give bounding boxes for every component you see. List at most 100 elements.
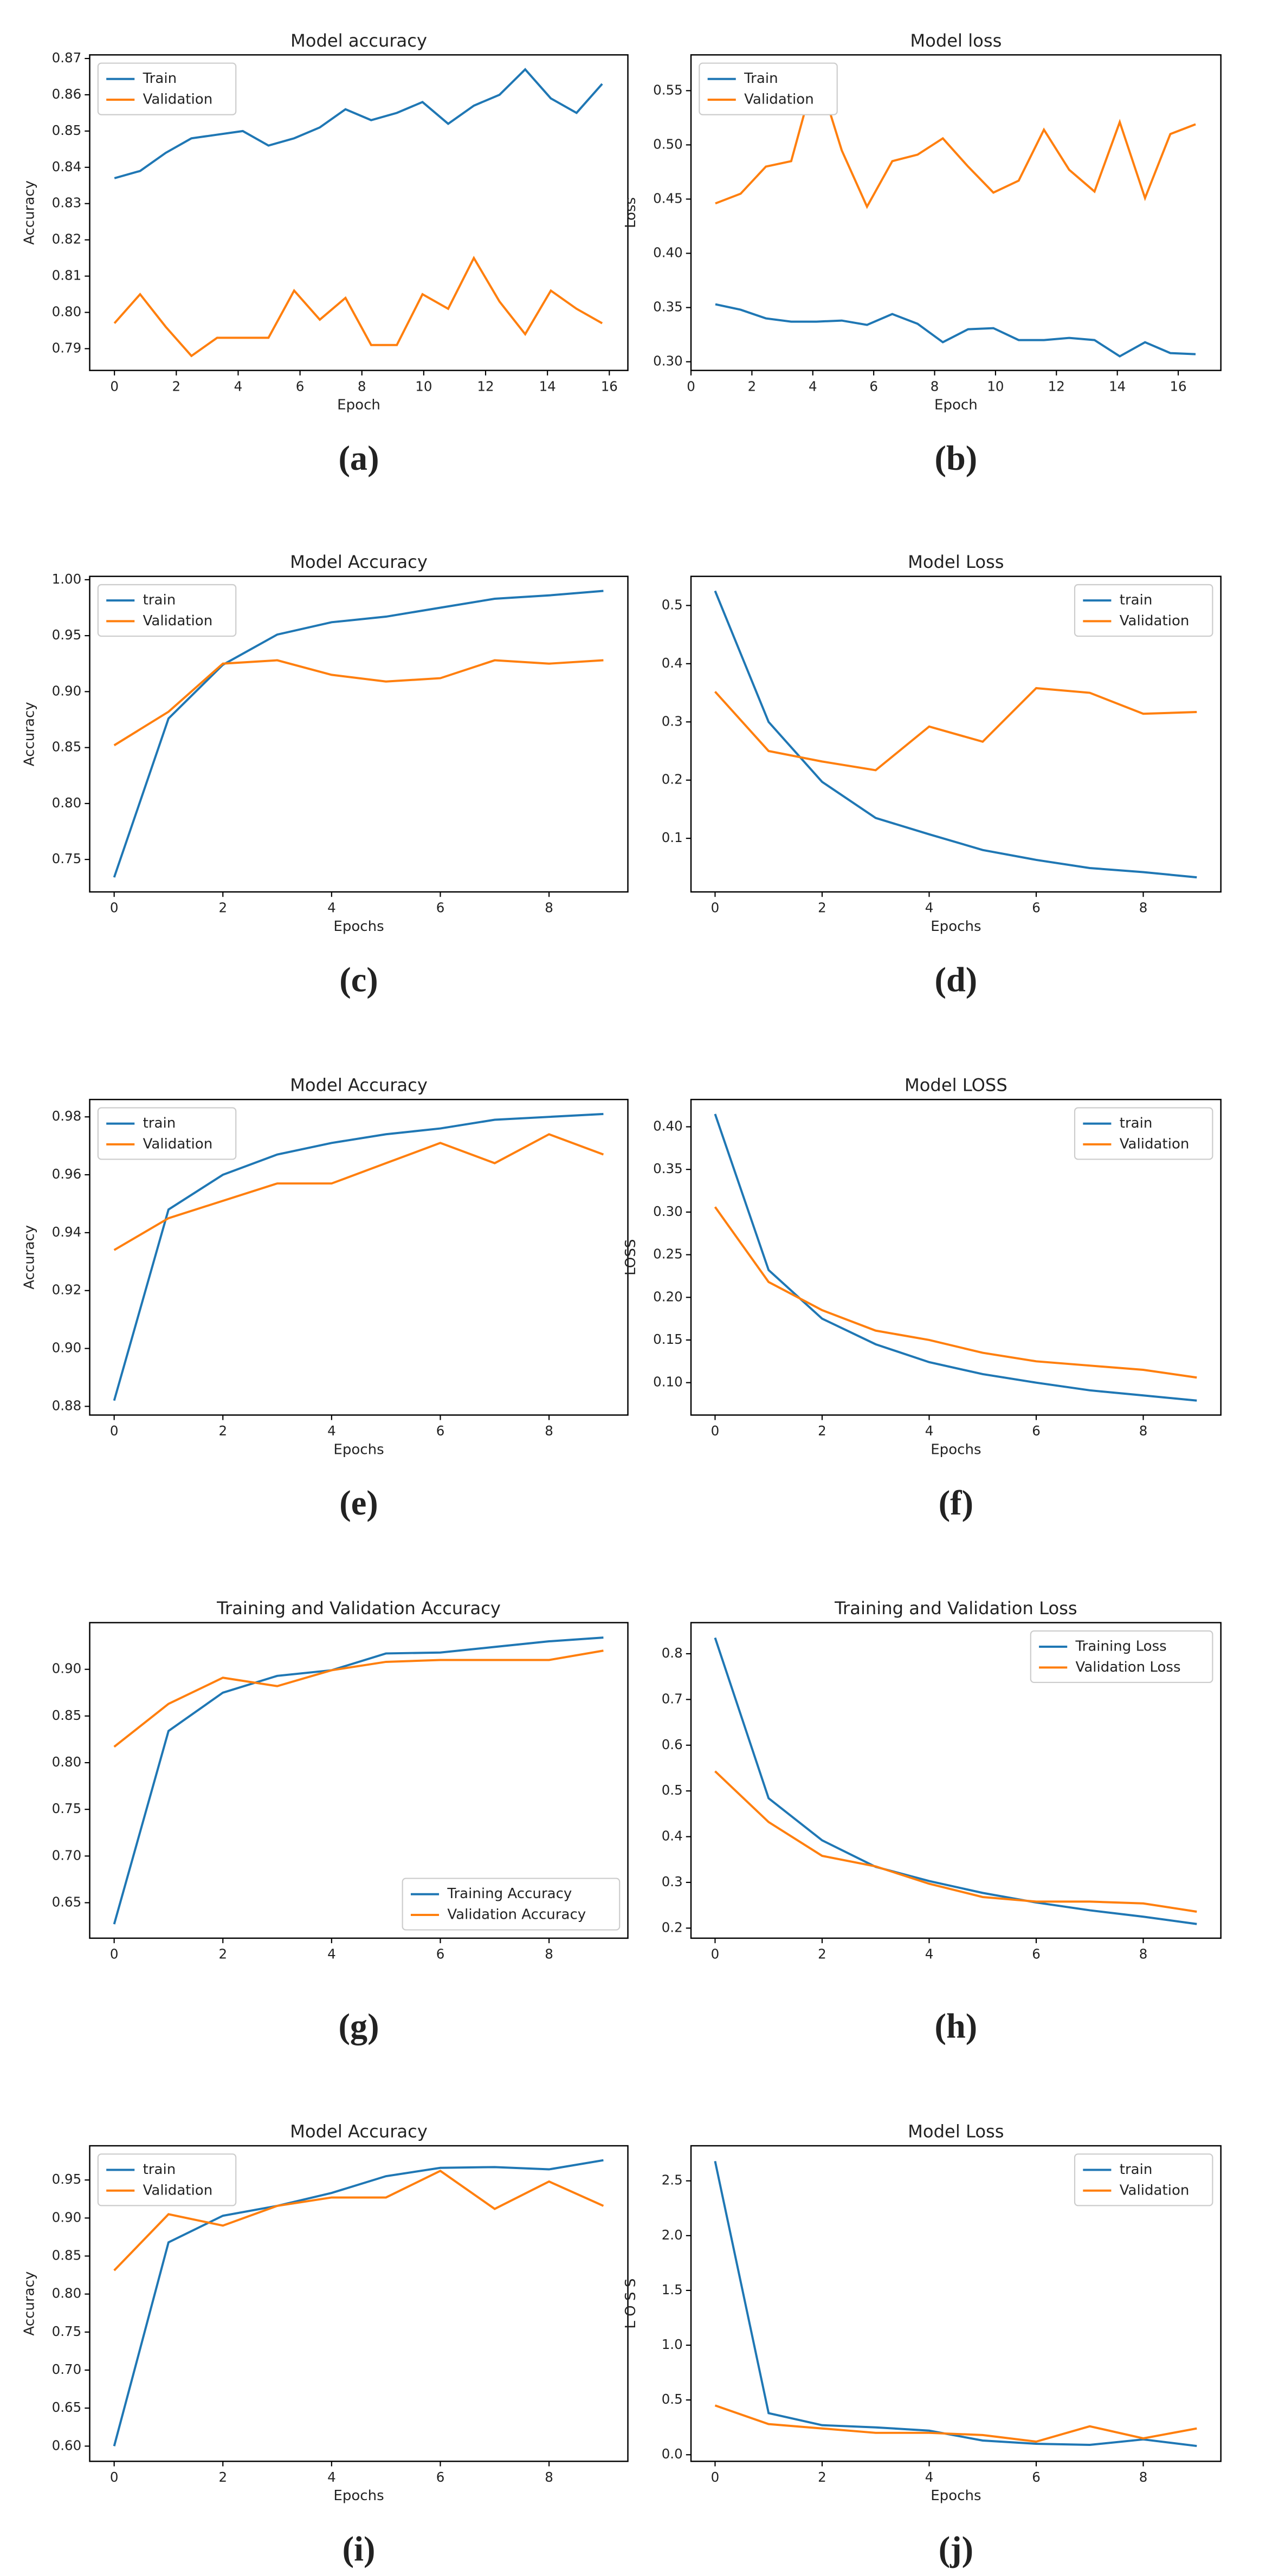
x-tick-label: 4 <box>925 1423 934 1439</box>
y-tick-label: 0.92 <box>52 1282 82 1298</box>
x-tick-label: 6 <box>436 1946 445 1962</box>
axes-frame <box>89 1098 629 1416</box>
x-tick-label: 4 <box>809 378 817 394</box>
y-tick-label: 0.15 <box>653 1331 683 1347</box>
series-line <box>714 590 1197 879</box>
series-line <box>113 2170 604 2271</box>
y-tick-label: 1.00 <box>52 571 82 587</box>
panel-label: (h) <box>935 2007 978 2045</box>
y-tick-label: 0.88 <box>52 1397 82 1413</box>
axes-frame <box>690 1622 1222 1939</box>
y-tick-label: 1.5 <box>662 2282 683 2297</box>
panel-label: (f) <box>939 1484 973 1522</box>
y-tick-label: 0.90 <box>52 2209 82 2225</box>
chart-title: Model Loss <box>908 2121 1004 2142</box>
y-tick-label: 0.85 <box>52 2248 82 2263</box>
axes-frame <box>690 1098 1222 1416</box>
axes-frame <box>89 1622 629 1939</box>
x-axis-label: Epoch <box>337 397 380 413</box>
series-line <box>714 2160 1197 2448</box>
panel: Training and Validation Accuracy (g) 0 2 4 6 8… <box>52 1598 629 2045</box>
x-tick-label: 8 <box>545 1946 553 1962</box>
chart-title: Model Accuracy <box>290 2121 428 2142</box>
x-tick-label: 10 <box>987 378 1004 394</box>
x-tick-label: 2 <box>172 378 181 394</box>
panel: Model accuracy (a) Epoch Accuracy 0 2 4 6 8 10 12 1… <box>22 30 629 477</box>
y-tick-label: 0.1 <box>662 830 683 845</box>
y-tick-label: 0.7 <box>662 1691 683 1706</box>
legend-label: train <box>143 592 176 609</box>
y-tick-label: 0.2 <box>662 1919 683 1935</box>
legend-label: Validation <box>143 613 213 629</box>
panel: Model LOSS (f) Epochs LOSS 0 2 4 6 8 0.10 0.15 0.20… <box>623 1075 1222 1522</box>
x-tick-label: 2 <box>818 1423 826 1439</box>
x-tick-label: 4 <box>234 378 243 394</box>
x-tick-label: 14 <box>1109 378 1126 394</box>
legend-label: Validation Loss <box>1076 1659 1181 1675</box>
legend-box <box>402 1878 621 1931</box>
y-tick-label: 0.81 <box>52 268 82 283</box>
legend-box <box>1074 1107 1213 1160</box>
legend-label: Validation <box>143 92 213 108</box>
panel: Model Loss (j) Epochs L O S S 0 2 4 6 8 0.0 0.5 1.0… <box>623 2121 1222 2568</box>
x-tick-label: 2 <box>748 378 757 394</box>
legend-box <box>1074 584 1213 637</box>
y-tick-label: 0.6 <box>662 1737 683 1752</box>
y-tick-label: 0.8 <box>662 1645 683 1661</box>
series-line <box>113 1133 604 1251</box>
x-tick-label: 16 <box>601 378 618 394</box>
legend-label: Training Loss <box>1075 1639 1167 1655</box>
x-tick-label: 14 <box>539 378 556 394</box>
legend-box <box>699 62 838 115</box>
chart-title: Model Accuracy <box>290 552 428 572</box>
y-tick-label: 0.0 <box>662 2446 683 2462</box>
x-axis-label: Epoch <box>934 397 978 413</box>
y-tick-label: 2.0 <box>662 2227 683 2243</box>
axes-frame <box>89 2145 629 2462</box>
axes-frame <box>690 575 1222 893</box>
series-line <box>113 590 604 878</box>
legend-label: train <box>143 1115 176 1131</box>
y-tick-label: 0.30 <box>653 1203 683 1219</box>
y-tick-label: 0.80 <box>52 795 82 811</box>
legend-label: Validation <box>744 92 814 108</box>
legend-label: Train <box>744 70 778 87</box>
x-tick-label: 2 <box>818 900 826 916</box>
series-line <box>714 1114 1197 1402</box>
legend-label: train <box>1120 1115 1153 1131</box>
series-line <box>113 659 604 747</box>
x-tick-label: 6 <box>436 1423 445 1439</box>
x-tick-label: 0 <box>687 378 695 394</box>
y-tick-label: 0.35 <box>653 299 683 315</box>
y-tick-label: 0.70 <box>52 2361 82 2377</box>
x-tick-label: 0 <box>110 378 119 394</box>
y-tick-label: 0.3 <box>662 713 683 729</box>
y-tick-label: 0.60 <box>52 2437 82 2453</box>
axes-frame <box>89 54 629 371</box>
x-axis-label: Epochs <box>333 918 384 935</box>
y-axis-label: Accuracy <box>22 702 38 766</box>
panel: Model Loss (d) Epochs 0 2 4 6 8 0.1 0.2 0.3 0.4 0.5 t… <box>662 552 1222 999</box>
x-tick-label: 2 <box>218 900 227 916</box>
y-tick-label: 0.98 <box>52 1108 82 1124</box>
y-tick-label: 0.10 <box>653 1374 683 1390</box>
panel-label: (j) <box>939 2530 973 2568</box>
series-line <box>714 2404 1197 2443</box>
panel-label: (i) <box>343 2530 376 2568</box>
x-tick-label: 12 <box>477 378 494 394</box>
x-tick-label: 4 <box>327 2469 336 2485</box>
legend-label: train <box>143 2161 176 2178</box>
y-tick-label: 0.79 <box>52 340 82 355</box>
y-tick-label: 0.65 <box>52 1894 82 1910</box>
panel-label: (g) <box>339 2007 379 2045</box>
x-tick-label: 8 <box>358 378 366 394</box>
panel-label: (c) <box>339 960 378 999</box>
y-tick-label: 0.35 <box>653 1161 683 1176</box>
x-tick-label: 2 <box>818 2469 826 2485</box>
x-tick-label: 4 <box>327 1423 336 1439</box>
legend-label: train <box>1120 2161 1153 2178</box>
legend-label: Validation Accuracy <box>447 1907 586 1923</box>
y-tick-label: 0.2 <box>662 772 683 787</box>
x-tick-label: 6 <box>869 378 878 394</box>
series-line <box>113 255 603 358</box>
